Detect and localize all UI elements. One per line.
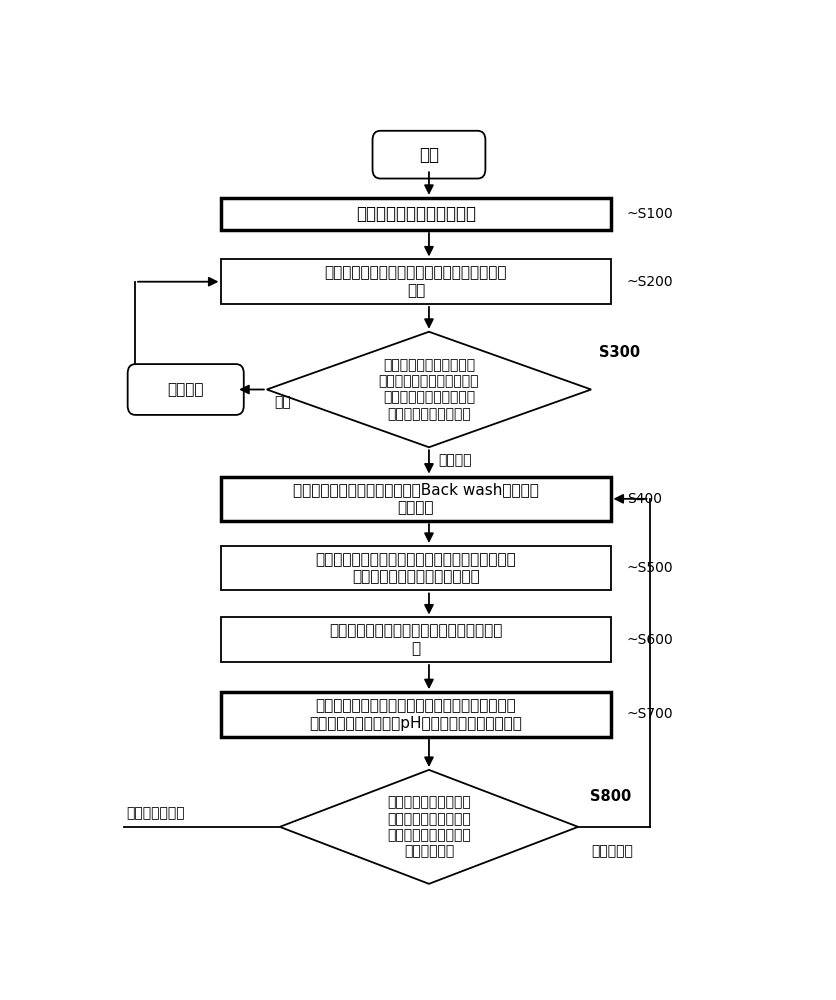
FancyBboxPatch shape (221, 692, 610, 737)
Text: 洗涤氟吸附材料之后，在上述柱的一侧投入酸性溶
液，并调节上述柱内的pH来使上述氟吸附材料激活: 洗涤氟吸附材料之后，在上述柱的一侧投入酸性溶 液，并调节上述柱内的pH来使上述氟… (309, 698, 522, 731)
Text: ~S500: ~S500 (626, 561, 673, 575)
Text: ~S200: ~S200 (626, 275, 673, 289)
FancyBboxPatch shape (221, 198, 610, 230)
Text: 流入含氟的废水来将氟离子吸附于上述氟吸附
材料: 流入含氟的废水来将氟离子吸附于上述氟吸附 材料 (324, 265, 507, 298)
Text: 排出废水: 排出废水 (167, 382, 204, 397)
Text: 中断流入: 中断流入 (438, 453, 472, 467)
FancyBboxPatch shape (221, 259, 610, 304)
FancyBboxPatch shape (221, 546, 610, 590)
Text: ~S700: ~S700 (626, 707, 673, 721)
Polygon shape (267, 332, 590, 447)
Text: 在柱的一侧投入洗涤水来洗涤上述氟吸附材
料: 在柱的一侧投入洗涤水来洗涤上述氟吸附材 料 (329, 624, 502, 656)
Text: 向柱的下部投入洗涤水来反洗（Back wash）上述氟
吸附材料: 向柱的下部投入洗涤水来反洗（Back wash）上述氟 吸附材料 (293, 483, 538, 515)
Text: 开始: 开始 (419, 146, 438, 164)
FancyBboxPatch shape (372, 131, 485, 179)
FancyBboxPatch shape (221, 617, 610, 662)
Text: 超过氟标准: 超过氟标准 (590, 844, 632, 858)
Text: 在柱的上部投入碱性溶液，从上述氟吸附材料中分
离氟离子，并使氟吸附材料再生: 在柱的上部投入碱性溶液，从上述氟吸附材料中分 离氟离子，并使氟吸附材料再生 (315, 552, 516, 584)
Text: ~S600: ~S600 (626, 633, 673, 647)
Polygon shape (279, 770, 578, 884)
Text: 排出: 排出 (274, 396, 291, 410)
Text: ~S100: ~S100 (626, 207, 673, 221)
Text: 当废水的氟离子浓度为规
定标准以下时，排出废水，
当废水的氟离子浓度超过
标准时，中断废水流入: 当废水的氟离子浓度为规 定标准以下时，排出废水， 当废水的氟离子浓度超过 标准时… (378, 358, 479, 421)
Text: 氟离子标准以下: 氟离子标准以下 (126, 806, 185, 820)
Text: S300: S300 (599, 345, 640, 360)
Text: S400: S400 (626, 492, 661, 506)
FancyBboxPatch shape (128, 364, 243, 415)
Text: 在柱的上部投入碱性溶
液，从上述氟吸附材料
中分离氟离子，并使氟
吸附材料再生: 在柱的上部投入碱性溶 液，从上述氟吸附材料 中分离氟离子，并使氟 吸附材料再生 (386, 796, 471, 858)
Text: 准备填充有氟吸附材料的柱: 准备填充有氟吸附材料的柱 (355, 205, 476, 223)
FancyBboxPatch shape (221, 477, 610, 521)
Text: S800: S800 (589, 789, 630, 804)
